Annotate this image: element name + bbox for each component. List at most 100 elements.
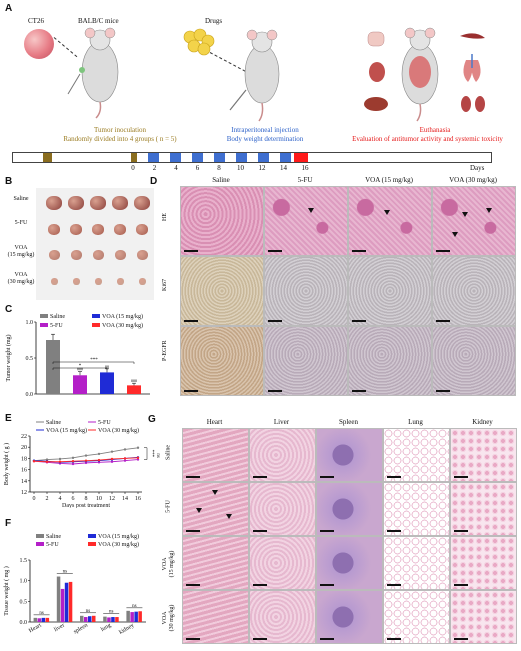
y-tick-label: 1.0 (20, 579, 28, 585)
bar (64, 582, 69, 622)
scale-bar (253, 638, 267, 640)
injection-block (148, 153, 159, 162)
data-point (97, 452, 101, 456)
tumor-specimen (68, 196, 84, 210)
organ-histology-image (450, 428, 517, 482)
organ-histology-image (450, 590, 517, 644)
tumor-specimen (72, 277, 80, 285)
bar (45, 617, 50, 622)
scale-bar (436, 390, 450, 392)
data-point (84, 454, 88, 457)
legend-label: VOA (30 mg/kg) (98, 427, 139, 434)
ihc-image (180, 326, 264, 396)
body-weight-chart: 12 14 16 18 20 22 0 2 4 6 8 10 12 14 16 Days post treat… (0, 416, 160, 509)
x-tick-label: 14 (122, 496, 128, 502)
data-point (136, 456, 140, 460)
ihc-image (348, 326, 432, 396)
organ-row-label: VOA (15 mg/kg) (162, 550, 175, 578)
scale-bar (454, 584, 468, 586)
organ-column-header: Liver (273, 418, 290, 426)
data-point (45, 460, 49, 463)
data-point (123, 448, 127, 451)
tumor-specimen (138, 277, 146, 285)
y-tick-label: 22 (21, 434, 27, 440)
data-point (71, 456, 75, 460)
tumor-specimen (134, 196, 150, 210)
sig-label: ns (86, 609, 91, 614)
scale-bar (184, 390, 198, 392)
data-point (58, 457, 62, 461)
ihc-image (432, 256, 516, 326)
organ-row-label: Saline (165, 445, 172, 460)
bar (68, 581, 73, 622)
mouse-icon (67, 27, 119, 119)
sig-label: ns (39, 611, 44, 616)
x-tick-label: 2 (46, 496, 49, 502)
bar (107, 617, 111, 622)
organ-histology-image (383, 590, 450, 644)
organ-histology-image (383, 482, 450, 536)
ihc-image (348, 256, 432, 326)
injection-block (258, 153, 269, 162)
tumor-specimen (112, 196, 128, 210)
tumor-specimen (50, 277, 58, 285)
phase3-line2: Evaluation of antitumor activity and sys… (352, 135, 503, 143)
bar (134, 611, 138, 622)
scale-bar (436, 320, 450, 322)
organ-column-header: Heart (206, 418, 223, 426)
timeline-tick: 10 (237, 164, 244, 172)
ihc-image (264, 186, 348, 256)
sig-bracket (52, 367, 108, 370)
y-tick-label: 20 (21, 445, 27, 451)
legend-swatch (36, 534, 44, 538)
timeline-tick: 4 (174, 164, 178, 172)
data-point (110, 457, 114, 461)
organ-histology-image (249, 536, 316, 590)
bar (56, 576, 61, 622)
sig-label: ns (155, 453, 160, 458)
bar (46, 340, 60, 394)
tumor-specimen (114, 250, 126, 260)
panel-label-b: B (5, 176, 13, 187)
day0-marker (131, 153, 137, 162)
scale-bar (454, 476, 468, 478)
bar (130, 612, 134, 622)
ihc-column-header: VOA (15 mg/kg) (365, 176, 413, 184)
organ-histology-image (316, 428, 383, 482)
tumor-row-labels: Saline 5-FU VOA (15 mg/kg) VOA (30 mg/kg) (6, 190, 35, 300)
euthanasia-marker (294, 153, 308, 162)
sig-label: *** (149, 450, 154, 458)
data-point (32, 460, 36, 463)
scale-bar (186, 584, 200, 586)
arrowhead-icon (196, 508, 202, 513)
tumor-row-label: VOA (30 mg/kg) (7, 272, 35, 285)
arrowhead-icon (308, 208, 314, 213)
panel-label-g: G (148, 414, 156, 425)
panel-label-d: D (150, 176, 158, 187)
scale-bar (186, 638, 200, 640)
scale-bar (320, 638, 334, 640)
bar (126, 610, 130, 622)
tumor-specimen (136, 223, 148, 235)
arrowhead-icon (486, 208, 492, 213)
organ-histology-image (249, 482, 316, 536)
bar (33, 617, 38, 622)
x-tick-label: 4 (59, 496, 62, 502)
organs-illustration (364, 27, 485, 122)
scale-bar (454, 638, 468, 640)
phase1-line2: Randomly divided into 4 groups ( n = 5) (63, 135, 177, 143)
legend-label: VOA (15 mg/kg) (46, 427, 87, 434)
mice-label: BALB/C mice (78, 17, 119, 25)
drugs-label: Drugs (205, 17, 223, 25)
phase3-line1: Euthanasia (419, 126, 451, 134)
tumor-specimen (90, 196, 106, 210)
scale-bar (186, 476, 200, 478)
data-point (136, 458, 140, 461)
bar (60, 588, 65, 622)
arrowhead-icon (212, 490, 218, 495)
data-point (97, 458, 101, 462)
injection-block (170, 153, 181, 162)
ihc-image (432, 326, 516, 396)
scale-bar (184, 250, 198, 252)
